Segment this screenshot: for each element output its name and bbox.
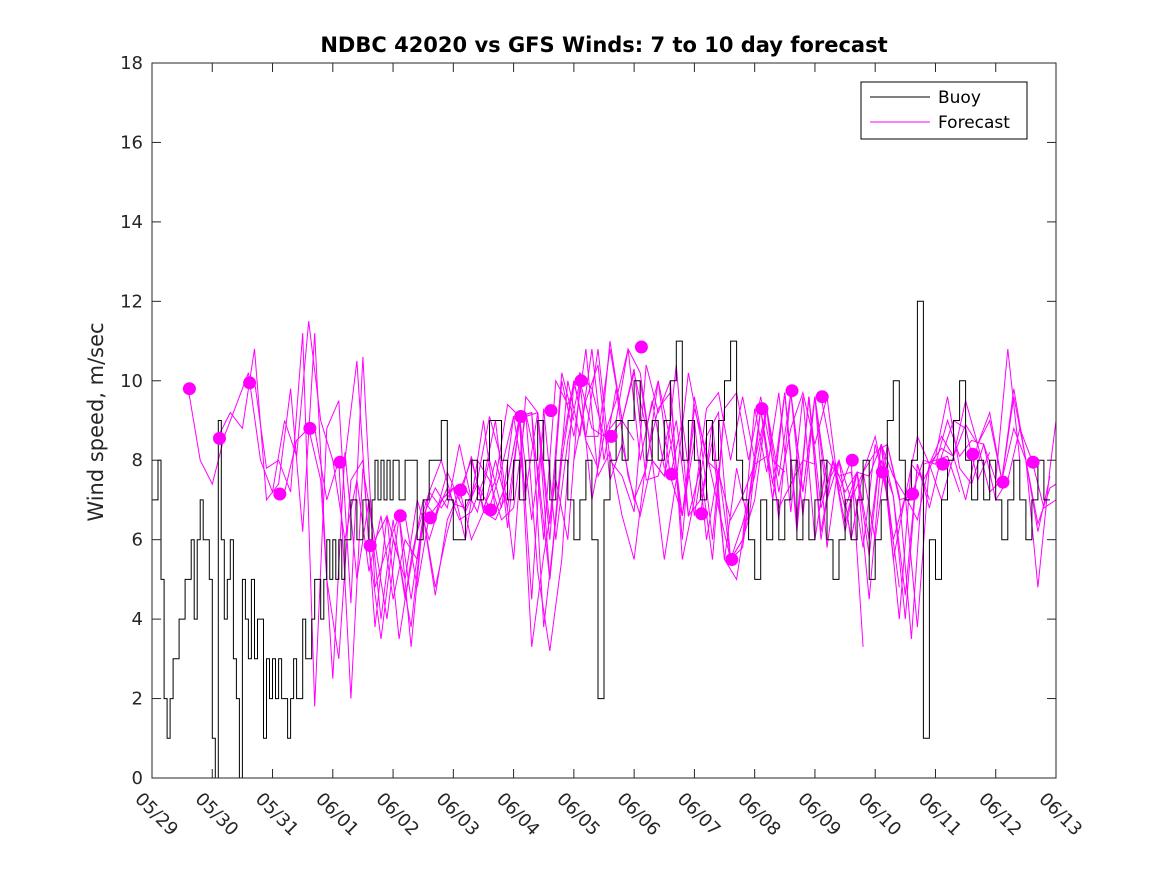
forecast-marker <box>484 503 498 517</box>
forecast-marker <box>574 374 588 388</box>
forecast-marker <box>634 340 648 354</box>
legend-buoy-label: Buoy <box>938 88 981 108</box>
forecast-marker <box>755 402 769 416</box>
forecast-marker <box>454 483 468 497</box>
forecast-marker <box>514 410 528 423</box>
y-tick-label: 2 <box>132 689 143 710</box>
plot-clip-group <box>152 300 1056 778</box>
y-tick-label: 4 <box>132 609 143 630</box>
y-axis-label: Wind speed, m/sec <box>84 322 108 521</box>
forecast-series-8 <box>404 348 695 588</box>
forecast-marker <box>363 539 377 553</box>
y-tick-label: 16 <box>120 132 143 153</box>
plot-area <box>152 300 1056 778</box>
forecast-marker <box>182 382 196 396</box>
y-tick-label: 8 <box>132 450 143 471</box>
y-tick-label: 0 <box>132 768 143 789</box>
y-tick-label: 14 <box>120 212 143 233</box>
forecast-marker <box>393 509 407 523</box>
forecast-marker <box>966 447 980 461</box>
forecast-marker <box>544 404 558 418</box>
y-tick-label: 10 <box>120 371 143 392</box>
forecast-marker <box>695 507 709 521</box>
legend-box <box>860 81 1028 140</box>
legend: Buoy Forecast <box>860 81 1028 140</box>
y-tick-label: 6 <box>132 530 143 551</box>
forecast-marker <box>1026 455 1040 469</box>
y-tick-label: 18 <box>120 53 143 74</box>
forecast-marker <box>785 384 799 398</box>
forecast-marker <box>996 475 1010 489</box>
forecast-marker <box>845 453 859 467</box>
forecast-marker <box>423 511 437 525</box>
forecast-series-6 <box>344 341 635 640</box>
forecast-marker <box>936 457 950 471</box>
chart-title: NDBC 42020 vs GFS Winds: 7 to 10 day for… <box>320 33 887 57</box>
legend-forecast-label: Forecast <box>938 113 1010 133</box>
forecast-marker <box>665 467 678 481</box>
forecast-marker <box>243 376 257 390</box>
forecast-marker <box>875 465 889 479</box>
forecast-marker <box>815 390 829 404</box>
forecast-marker <box>213 431 226 445</box>
forecast-marker <box>725 553 739 566</box>
forecast-marker <box>906 487 920 501</box>
forecast-marker <box>303 421 317 435</box>
forecast-marker <box>273 487 287 501</box>
buoy-series <box>152 300 1050 778</box>
forecast-marker <box>604 429 618 443</box>
forecast-marker <box>333 455 347 469</box>
axes-box <box>151 62 1057 779</box>
y-tick-label: 12 <box>120 291 143 312</box>
